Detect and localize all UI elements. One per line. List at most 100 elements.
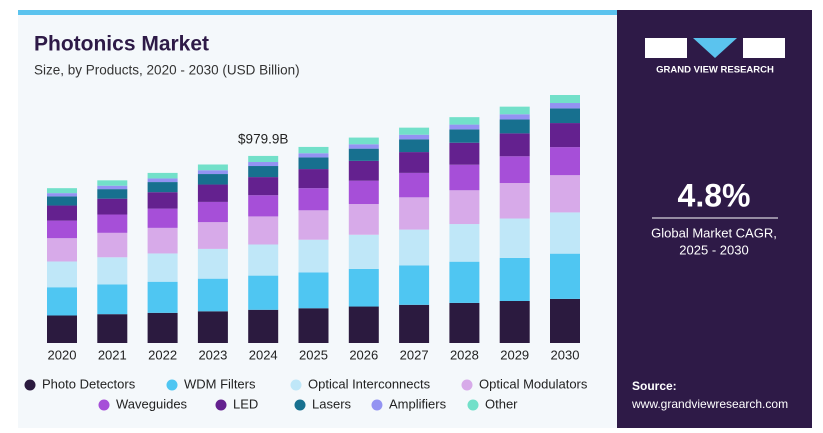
legend-swatch <box>24 379 36 391</box>
bar-segment <box>197 311 228 343</box>
bar-segment <box>449 224 480 262</box>
bar-segment <box>399 134 430 140</box>
bar-segment <box>348 144 379 149</box>
bar-segment <box>499 257 530 301</box>
legend-swatch <box>294 399 306 411</box>
legend-swatch <box>98 399 110 411</box>
legend-swatch <box>371 399 383 411</box>
bar-segment <box>399 265 430 305</box>
bar-segment <box>449 190 480 225</box>
bar-segment <box>47 196 77 206</box>
x-tick-label: 2025 <box>299 347 328 362</box>
logo <box>645 38 785 58</box>
bar-segment <box>399 229 430 266</box>
legend-label: Lasers <box>312 396 352 411</box>
bar-segment <box>499 133 530 157</box>
legend-label: Amplifiers <box>389 396 447 411</box>
bar-segment <box>147 312 178 343</box>
bar-segment <box>298 308 329 343</box>
bar-segment <box>449 302 480 343</box>
bar-segment <box>499 119 530 134</box>
bar-segment <box>47 205 77 221</box>
x-tick-label: 2028 <box>450 347 479 362</box>
bar-segment <box>449 129 480 143</box>
bar-segment <box>399 152 430 173</box>
legend-label: Optical Modulators <box>479 376 588 391</box>
bar-segment <box>97 284 128 315</box>
bar-segment <box>147 182 178 193</box>
bar-segment <box>449 117 480 125</box>
bar-segment <box>399 172 430 198</box>
bar-segment <box>248 309 279 343</box>
x-tick-label: 2030 <box>551 347 580 362</box>
bar-segment <box>97 185 128 190</box>
bar-segment <box>248 275 279 310</box>
bar-segment <box>248 216 279 245</box>
bar-segment <box>197 174 228 185</box>
brand: GRAND VIEW RESEARCH <box>656 65 774 76</box>
x-tick-label: 2021 <box>98 347 127 362</box>
bar-segment <box>550 108 580 124</box>
bar-segment <box>348 306 379 343</box>
cagr-value: 4.8% <box>678 177 751 213</box>
x-tick-label: 2027 <box>400 347 429 362</box>
logo-block <box>743 38 785 58</box>
bar-segment <box>147 208 178 228</box>
x-tick-label: 2024 <box>249 347 278 362</box>
bar-segment <box>550 147 580 176</box>
bar-segment <box>399 304 430 343</box>
bar-segment <box>348 180 379 205</box>
source-url: www.grandviewresearch.com <box>631 397 788 411</box>
cagr-label: 2025 - 2030 <box>679 242 748 257</box>
bar-segment <box>248 155 279 163</box>
bar-segment <box>248 177 279 196</box>
bar-segment <box>298 188 329 211</box>
legend-label: LED <box>233 396 258 411</box>
bar-segment <box>449 164 480 191</box>
bar-segment <box>197 164 228 171</box>
bar-segment <box>499 183 530 219</box>
source-label: Source: <box>632 379 677 393</box>
legend-label: WDM Filters <box>184 376 256 391</box>
sidebar <box>617 10 812 428</box>
bar-segment <box>399 139 430 153</box>
bar-segment <box>97 232 128 258</box>
x-tick-label: 2022 <box>148 347 177 362</box>
legend-swatch <box>467 399 479 411</box>
bar-segment <box>348 268 379 307</box>
x-tick-label: 2020 <box>48 347 77 362</box>
bar-segment <box>550 298 580 343</box>
bar-segment <box>47 238 77 262</box>
bar-segment <box>348 148 379 161</box>
logo-triangle <box>693 38 737 58</box>
bar-segment <box>348 204 379 235</box>
bar-segment <box>399 127 430 135</box>
bar-segment <box>499 300 530 343</box>
bar-segment <box>550 95 580 104</box>
bar-segment <box>47 193 77 197</box>
bar-segment <box>97 314 128 343</box>
annotation: $979.9B <box>238 131 288 146</box>
legend-label: Other <box>485 396 518 411</box>
bar-segment <box>197 170 228 175</box>
bar-segment <box>449 124 480 130</box>
bar-segment <box>47 315 77 343</box>
bar-segment <box>550 212 580 254</box>
bar-segment <box>449 142 480 165</box>
bar-segment <box>298 272 329 309</box>
accent-bar <box>18 10 617 15</box>
bar-segment <box>47 220 77 239</box>
bar-segment <box>298 210 329 240</box>
bar-segment <box>147 178 178 183</box>
bar-segment <box>248 166 279 178</box>
bar-segment <box>47 287 77 316</box>
bar-segment <box>97 180 128 186</box>
bar-segment <box>97 257 128 285</box>
bar-segment <box>298 146 329 154</box>
bar-segment <box>197 278 228 312</box>
bar-segment <box>197 248 228 279</box>
bar-segment <box>550 103 580 109</box>
bar-segment <box>47 261 77 288</box>
bar-segment <box>399 197 430 230</box>
